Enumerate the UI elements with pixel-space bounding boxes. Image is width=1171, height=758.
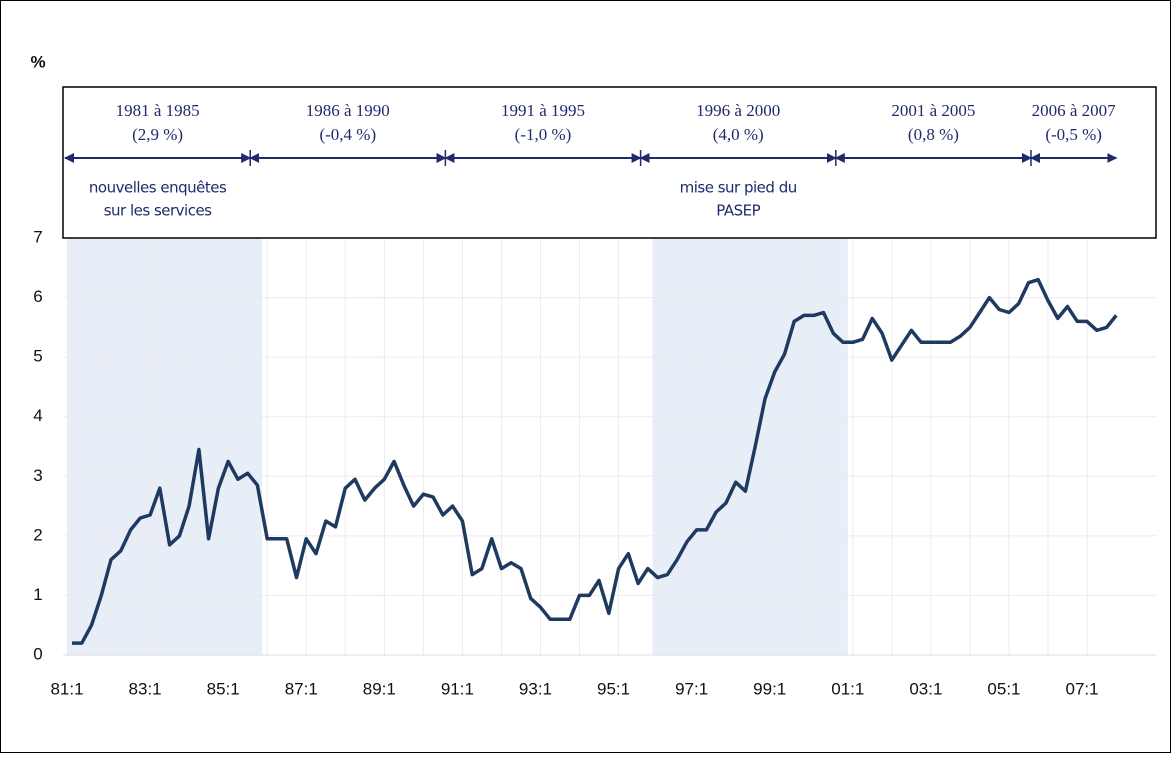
period-label: 1991 à 1995 <box>501 101 585 120</box>
y-axis-label: % <box>30 52 45 71</box>
x-tick-label: 91:1 <box>441 679 474 698</box>
y-tick-label: 0 <box>33 644 42 663</box>
y-tick-label: 6 <box>33 287 42 306</box>
period-growth: (0,8 %) <box>908 125 959 144</box>
x-tick-label: 99:1 <box>753 679 786 698</box>
y-tick-label: 3 <box>33 466 42 485</box>
x-tick-label: 81:1 <box>50 679 83 698</box>
x-tick-label: 93:1 <box>519 679 552 698</box>
x-tick-label: 87:1 <box>285 679 318 698</box>
period-note: PASEP <box>716 202 760 220</box>
x-tick-label: 85:1 <box>207 679 240 698</box>
data-line <box>72 277 1118 645</box>
period-note: nouvelles enquêtes <box>89 179 227 197</box>
period-growth: (2,9 %) <box>132 125 183 144</box>
period-shade <box>652 238 848 655</box>
x-tick-label: 83:1 <box>129 679 162 698</box>
period-shade <box>67 238 263 655</box>
x-tick-label: 89:1 <box>363 679 396 698</box>
period-label: 1986 à 1990 <box>306 101 390 120</box>
period-label: 2001 à 2005 <box>891 101 975 120</box>
period-label: 2006 à 2007 <box>1032 101 1117 120</box>
y-tick-label: 5 <box>33 347 42 366</box>
x-tick-label: 07:1 <box>1065 679 1098 698</box>
x-tick-label: 03:1 <box>909 679 942 698</box>
period-growth: (-0,5 %) <box>1045 125 1102 144</box>
period-growth: (-0,4 %) <box>319 125 376 144</box>
y-tick-label: 4 <box>33 406 42 425</box>
x-tick-label: 97:1 <box>675 679 708 698</box>
x-tick-label: 05:1 <box>987 679 1020 698</box>
x-tick-label: 95:1 <box>597 679 630 698</box>
x-tick-label: 01:1 <box>831 679 864 698</box>
period-note: sur les services <box>104 202 212 220</box>
y-tick-label: 1 <box>33 585 42 604</box>
y-tick-label: 2 <box>33 525 42 544</box>
period-label: 1981 à 1985 <box>116 101 200 120</box>
y-tick-label: 7 <box>33 227 42 246</box>
period-growth: (4,0 %) <box>713 125 764 144</box>
period-note: mise sur pied du <box>680 179 797 197</box>
period-growth: (-1,0 %) <box>515 125 572 144</box>
period-label: 1996 à 2000 <box>696 101 780 120</box>
annotation-box <box>62 86 1157 239</box>
